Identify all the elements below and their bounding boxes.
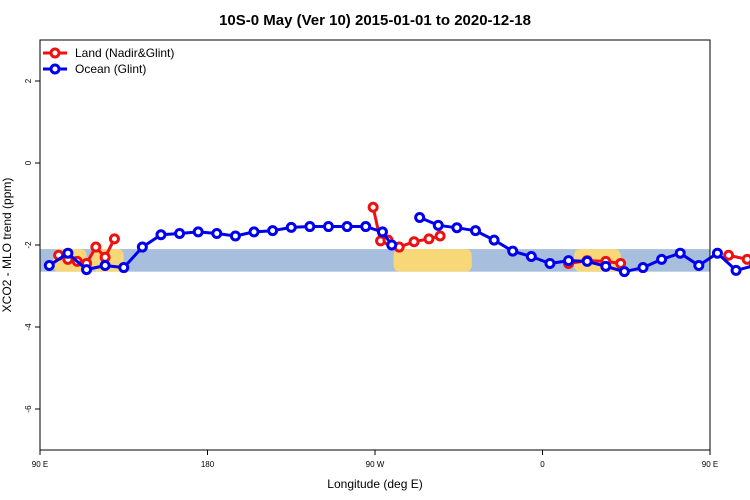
x-tick-label: 90 E <box>702 460 718 469</box>
data-point <box>414 212 426 224</box>
x-axis: 90 E 180 90 W 0 90 E <box>32 450 718 469</box>
y-axis: 2 0 -2 -4 -6 <box>24 78 40 413</box>
data-point <box>711 247 723 259</box>
data-point <box>136 241 148 253</box>
data-point <box>43 260 55 271</box>
data-point <box>322 221 334 233</box>
data-point <box>488 234 500 246</box>
data-point <box>423 233 435 245</box>
data-point <box>192 226 204 238</box>
data-point <box>90 241 102 253</box>
data-point <box>525 250 537 262</box>
data-point <box>618 266 630 278</box>
data-point <box>360 221 372 233</box>
series-ocean <box>43 212 750 278</box>
y-tick-label: 0 <box>24 160 33 165</box>
data-point <box>470 225 481 237</box>
data-point <box>730 264 742 276</box>
data-point <box>723 249 735 261</box>
data-point <box>432 219 444 231</box>
data-point <box>229 230 241 242</box>
data-point <box>507 245 519 257</box>
land-mass <box>393 249 472 272</box>
ocean-band <box>40 249 710 272</box>
legend-ocean-marker <box>49 63 61 75</box>
data-point <box>341 221 353 233</box>
data-point <box>174 228 186 240</box>
legend: Land (Nadir&Glint) Ocean (Glint) <box>43 46 174 76</box>
data-point <box>248 226 260 238</box>
data-point <box>544 257 556 269</box>
data-point <box>600 260 612 272</box>
data-point <box>674 247 686 259</box>
x-tick-label: 90 W <box>366 460 385 469</box>
data-point <box>62 247 74 259</box>
data-point <box>99 260 111 271</box>
data-point <box>637 262 649 274</box>
y-tick-label: -4 <box>24 323 33 331</box>
data-point <box>434 230 446 242</box>
data-point <box>376 226 388 238</box>
data-point <box>81 264 93 276</box>
data-point <box>211 228 223 240</box>
data-point <box>267 225 279 237</box>
y-tick-label: -2 <box>24 241 33 249</box>
plot-series <box>43 201 750 278</box>
x-axis-label: Longitude (deg E) <box>327 477 422 491</box>
x-tick-label: 180 <box>201 460 215 469</box>
data-point <box>451 222 463 234</box>
data-point <box>118 262 130 274</box>
x-tick-label: 0 <box>540 460 545 469</box>
data-point <box>155 229 167 241</box>
y-tick-label: -6 <box>24 405 33 413</box>
data-point <box>693 260 705 271</box>
data-point <box>563 255 575 267</box>
data-point <box>304 221 316 233</box>
y-axis-label: XCO2 - MLO trend (ppm) <box>0 178 14 313</box>
data-point <box>108 233 120 245</box>
legend-land-marker <box>49 47 61 59</box>
data-point <box>615 257 627 269</box>
data-point <box>386 239 398 251</box>
data-point <box>581 255 593 267</box>
y-tick-label: 2 <box>24 78 33 83</box>
data-point <box>408 236 420 248</box>
legend-ocean-label: Ocean (Glint) <box>75 62 146 76</box>
data-point <box>741 253 750 265</box>
data-point <box>656 253 668 265</box>
legend-land-label: Land (Nadir&Glint) <box>75 46 174 60</box>
data-point <box>285 221 297 233</box>
x-tick-label: 90 E <box>32 460 48 469</box>
data-point <box>367 201 379 213</box>
chart-title: 10S-0 May (Ver 10) 2015-01-01 to 2020-12… <box>219 12 531 29</box>
